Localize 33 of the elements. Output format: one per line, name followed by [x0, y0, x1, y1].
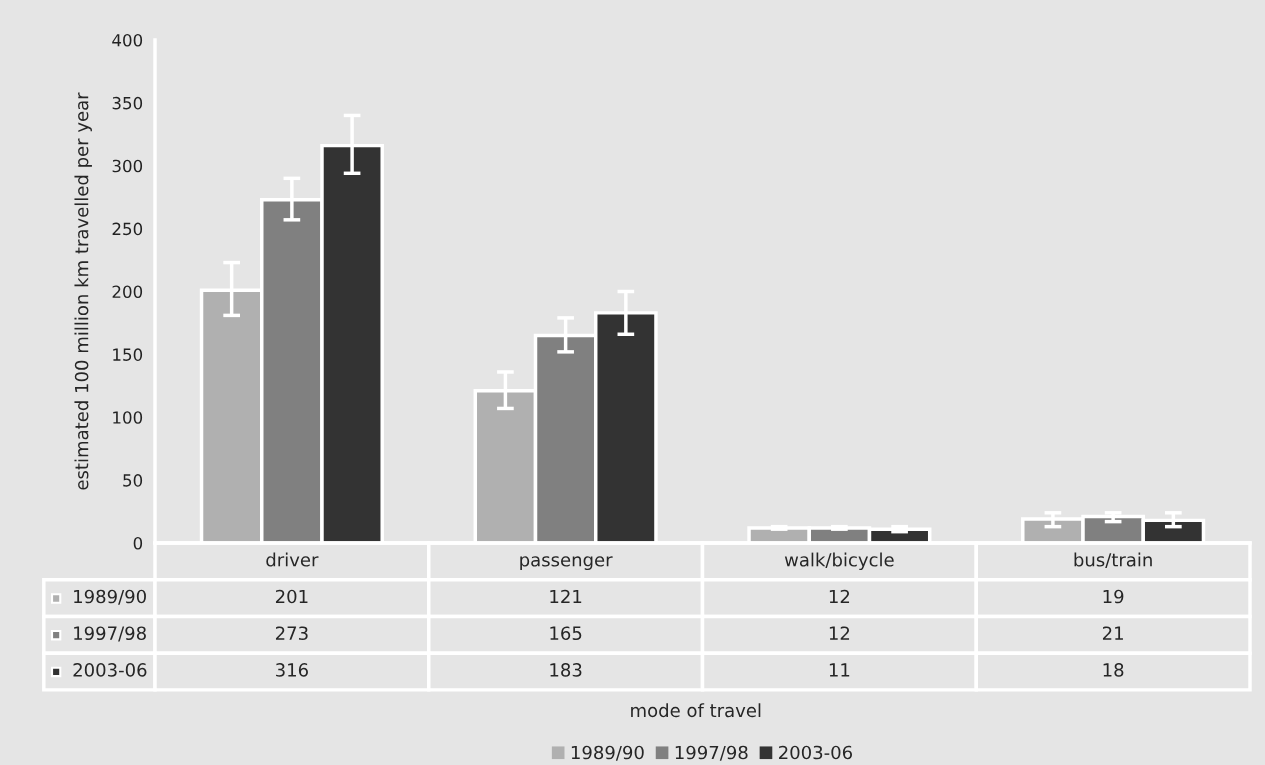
data-label: 316 — [276, 663, 308, 677]
legend-label: 1997/98 — [74, 626, 146, 642]
data-label: 183 — [550, 663, 582, 677]
data-label: 165 — [550, 626, 582, 641]
x-tick-label: bus/train — [1074, 552, 1152, 569]
y-axis-title: estimated 100 million km travelled per year — [74, 92, 92, 490]
y-tick-label: 250 — [112, 222, 143, 236]
data-label: 201 — [275, 589, 308, 604]
text: 2003-06 — [73, 663, 147, 677]
legend-label: 1989/90 — [74, 589, 146, 605]
x-tick-label: passenger — [520, 556, 613, 571]
legend-label: 2003-06 — [779, 745, 853, 760]
data-label: 21 — [1102, 626, 1123, 640]
text: 1997/98 — [675, 745, 748, 761]
x-tick-label: walk/bicycle — [784, 552, 894, 571]
text: mode of travel — [631, 703, 761, 718]
x-tick-label: driver — [266, 552, 319, 567]
text: 1989/90 — [571, 745, 644, 761]
data-label: 18 — [1103, 663, 1124, 677]
y-tick-label: 100 — [113, 411, 143, 424]
y-tick-label: 200 — [112, 285, 143, 299]
data-label: 12 — [829, 626, 850, 640]
data-label: 12 — [829, 589, 850, 604]
y-tick-label: 0 — [133, 536, 143, 550]
data-label: 121 — [550, 589, 582, 604]
y-tick-label: 350 — [112, 96, 143, 110]
data-label: 19 — [1103, 589, 1124, 604]
y-tick-label: 300 — [112, 159, 143, 173]
data-label: 273 — [275, 626, 308, 641]
y-tick-label: 400 — [112, 33, 143, 47]
data-label: 11 — [829, 663, 850, 677]
y-tick-label: 50 — [123, 474, 143, 487]
y-tick-label: 150 — [113, 348, 143, 361]
